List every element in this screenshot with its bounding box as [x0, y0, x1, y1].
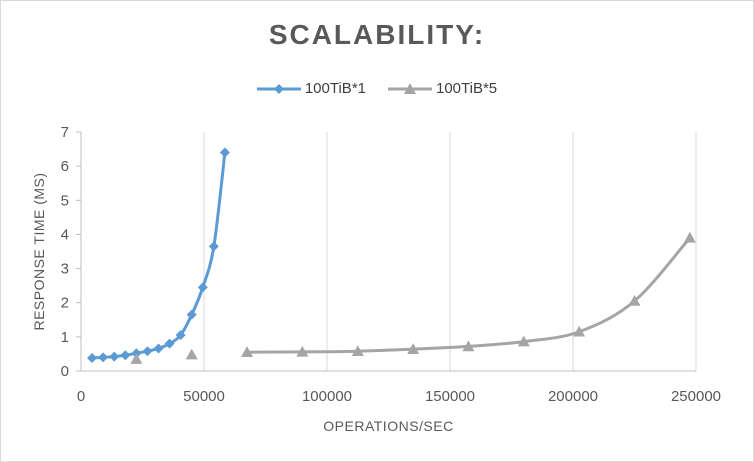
series-1-point-1 — [98, 352, 109, 363]
y-tick-label-3: 3 — [61, 261, 69, 278]
legend-swatch-series-2 — [388, 82, 432, 94]
series-1-point-8 — [175, 330, 186, 341]
series-2-point-4 — [351, 345, 364, 356]
legend-swatch-series-1 — [256, 83, 301, 94]
y-tick-label-1: 1 — [61, 329, 69, 346]
legend-item-series-2: 100TiB*5 — [388, 80, 497, 97]
legend-item-series-1: 100TiB*1 — [256, 80, 366, 97]
series-1-point-6 — [153, 343, 164, 354]
x-tick-label-3: 150000 — [425, 388, 475, 405]
y-axis-title: RESPONSE TIME (MS) — [31, 172, 47, 330]
x-tick-label-5: 250000 — [671, 388, 721, 405]
legend-label-series-1: 100TiB*1 — [304, 80, 366, 97]
series-2-point-2 — [241, 346, 254, 358]
series-line-2 — [247, 236, 691, 354]
legend: 100TiB*1 100TiB*5 — [1, 80, 753, 97]
series-1-point-7 — [164, 338, 175, 349]
x-tick-label-0: 0 — [77, 388, 85, 405]
chart-title: SCALABILITY: — [268, 19, 486, 50]
x-tick-label-1: 50000 — [183, 388, 225, 405]
series-2-point-5 — [407, 343, 420, 354]
series-2-point-8 — [573, 325, 586, 337]
legend-label-series-2: 100TiB*5 — [436, 80, 498, 97]
series-1-point-12 — [219, 147, 230, 158]
series-1-point-0 — [87, 353, 98, 364]
series-1-point-2 — [109, 351, 120, 362]
x-axis-title: OPERATIONS/SEC — [323, 418, 453, 434]
series-2-point-7 — [517, 335, 530, 347]
series-1-point-5 — [142, 346, 153, 357]
y-tick-label-7: 7 — [61, 124, 69, 141]
y-tick-label-4: 4 — [61, 226, 69, 243]
series-1-point-11 — [208, 241, 219, 252]
x-tick-label-2: 100000 — [302, 388, 352, 405]
y-tick-label-0: 0 — [61, 363, 69, 380]
series-2-point-3 — [296, 345, 309, 357]
series-2-point-0 — [130, 353, 143, 364]
series-1-point-3 — [120, 350, 131, 361]
series-2-point-10 — [683, 231, 696, 243]
x-tick-label-4: 200000 — [548, 388, 598, 405]
series-2-point-6 — [462, 340, 475, 352]
series-1-point-9 — [186, 309, 197, 320]
y-tick-label-2: 2 — [61, 295, 69, 312]
series-line-1 — [91, 152, 227, 360]
series-2-point-1 — [185, 348, 198, 360]
y-tick-label-6: 6 — [61, 158, 69, 175]
series-2-point-9 — [628, 295, 641, 306]
y-tick-label-5: 5 — [61, 192, 69, 209]
series-1-point-10 — [197, 282, 208, 293]
